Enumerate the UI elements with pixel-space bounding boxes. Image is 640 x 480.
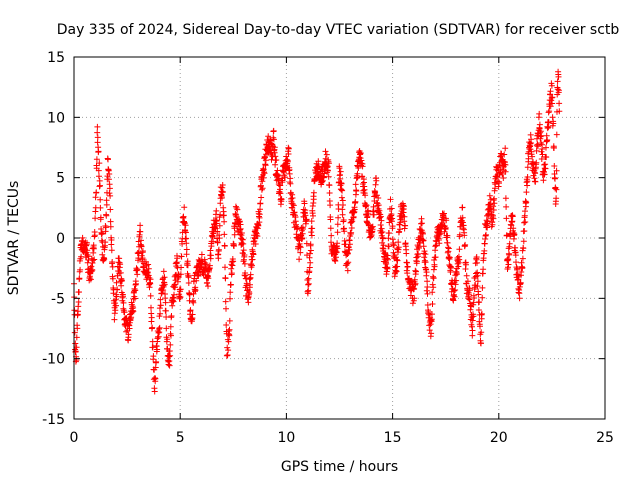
plot-frame xyxy=(73,56,606,420)
data-point-markers xyxy=(71,68,563,395)
x-axis-label: GPS time / hours xyxy=(281,459,398,475)
y-tick-label: 0 xyxy=(56,231,65,247)
x-tick-label: 20 xyxy=(490,430,508,446)
x-tick-label: 15 xyxy=(384,430,402,446)
x-tick-label: 10 xyxy=(277,430,295,446)
y-tick-label: -5 xyxy=(51,291,65,307)
x-tick-label: 25 xyxy=(596,430,614,446)
chart-title: Day 335 of 2024, Sidereal Day-to-day VTE… xyxy=(57,22,620,38)
axes: 0 5 10 15 20 25 -15 -10 -5 0 5 10 15 xyxy=(42,50,614,446)
x-tick-label: 0 xyxy=(70,430,79,446)
x-tick-label: 5 xyxy=(176,430,185,446)
data-series-sdtvar xyxy=(71,68,563,395)
y-axis-label: SDTVAR / TECUs xyxy=(6,181,22,296)
grid xyxy=(74,57,605,419)
y-tick-label: -15 xyxy=(42,412,65,428)
y-tick-label: 10 xyxy=(47,110,65,126)
y-tick-label: 5 xyxy=(56,171,65,187)
y-tick-label: -10 xyxy=(42,352,65,368)
y-tick-label: 15 xyxy=(47,50,65,66)
